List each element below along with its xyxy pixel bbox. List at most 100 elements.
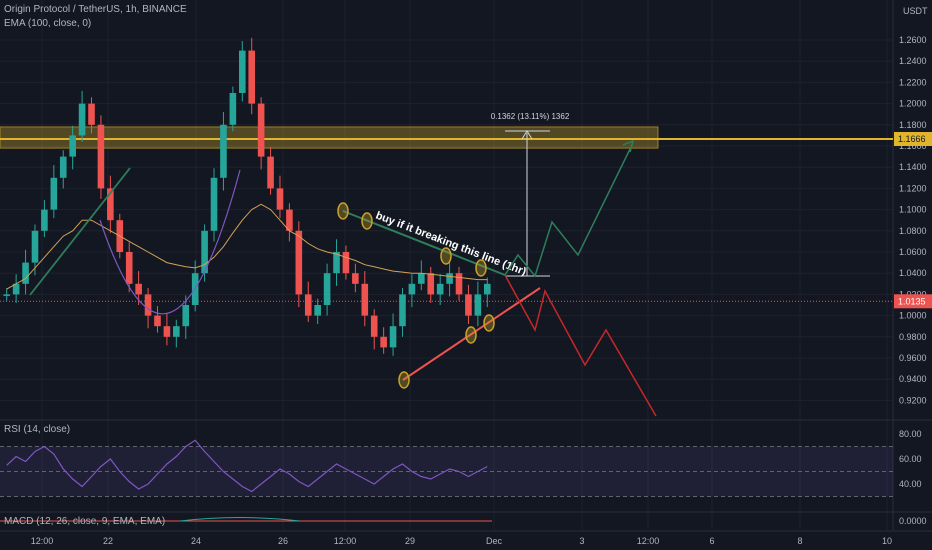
price-tick-label: 1.0400 <box>899 268 927 278</box>
candle-body <box>389 326 397 348</box>
candle-body <box>408 283 416 295</box>
candle-body <box>342 252 350 274</box>
candle-body <box>370 315 378 337</box>
candle-body <box>163 326 171 337</box>
time-tick-label: 10 <box>882 536 892 546</box>
candle-body <box>286 209 293 231</box>
rsi-indicator-label[interactable]: RSI (14, close) <box>4 424 71 435</box>
price-tick-label: 1.2000 <box>899 99 927 109</box>
pivot-marker <box>398 371 410 389</box>
candle-body <box>446 273 453 284</box>
time-tick-label: 6 <box>709 536 714 546</box>
candle-body <box>144 294 152 316</box>
ema-line <box>6 203 488 290</box>
bullish-projection <box>504 142 634 278</box>
price-tick-label: 0.9600 <box>899 353 927 363</box>
price-tick-label: 1.0800 <box>899 226 927 236</box>
candle-body <box>107 188 114 221</box>
candle-body <box>474 294 482 316</box>
candle-body <box>97 124 105 189</box>
rounding-bottom-curve <box>99 169 241 315</box>
candle-body <box>455 273 463 295</box>
candle-body <box>436 283 444 295</box>
pivot-marker <box>475 259 487 277</box>
candle-body <box>201 230 208 274</box>
measure-arrow-head <box>521 130 533 140</box>
macd-tick-label: 0.0000 <box>899 516 927 526</box>
resistance-zone <box>0 126 659 149</box>
ema-indicator-label[interactable]: EMA (100, close, 0) <box>4 18 92 29</box>
symbol-title: Origin Protocol / TetherUS, 1h, BINANCE <box>4 4 187 15</box>
price-tick-label: 1.2600 <box>899 35 927 45</box>
candle-body <box>22 262 29 284</box>
price-tick-label: 0.9200 <box>899 395 927 405</box>
candle-body <box>361 283 369 316</box>
candle-body <box>314 305 321 316</box>
time-tick-label: 12:00 <box>31 536 54 546</box>
annotation-text: buy if it breaking this line (1hr) <box>374 210 528 279</box>
candle-body <box>267 156 274 189</box>
candle-body <box>154 315 161 327</box>
descending-trendline <box>342 210 506 276</box>
last-price-badge-text: 1.0135 <box>898 296 926 306</box>
price-tick-label: 1.1400 <box>899 162 927 172</box>
time-tick-label: 12:00 <box>637 536 660 546</box>
candle-body <box>210 177 218 231</box>
time-tick-label: 22 <box>103 536 113 546</box>
bearish-projection <box>504 274 657 417</box>
price-tick-label: 1.1800 <box>899 120 927 130</box>
bullish-arrow-head <box>622 139 635 153</box>
candle-body <box>323 273 331 305</box>
currency-label: USDT <box>903 6 928 16</box>
price-tick-label: 0.9400 <box>899 374 927 384</box>
target-price-badge-text: 1.1666 <box>898 134 926 144</box>
candle-body <box>41 209 48 231</box>
candle-body <box>465 294 472 316</box>
candle-body <box>399 294 406 327</box>
rsi-line <box>6 439 488 493</box>
pivot-marker <box>361 212 373 230</box>
uptrend-line <box>29 167 131 296</box>
pivot-marker <box>465 326 477 344</box>
candle-body <box>352 273 359 284</box>
candle-body <box>78 103 86 136</box>
candle-body <box>12 283 20 295</box>
candle-body <box>248 50 256 104</box>
price-tick-label: 1.2200 <box>899 77 927 87</box>
candle-body <box>125 252 133 284</box>
price-tick-label: 1.2400 <box>899 56 927 66</box>
measure-label: 0.1362 (13.11%) 1362 <box>491 112 570 121</box>
candle-body <box>3 294 11 296</box>
time-tick-label: 12:00 <box>334 536 357 546</box>
candle-body <box>304 294 312 316</box>
pivot-marker <box>483 314 495 332</box>
candle-body <box>483 283 491 295</box>
pivot-marker <box>440 247 452 265</box>
candle-body <box>220 124 227 178</box>
ascending-support-line <box>402 287 541 381</box>
time-tick-label: 24 <box>191 536 201 546</box>
candle-body <box>31 230 39 263</box>
candle-body <box>257 103 265 157</box>
candle-body <box>333 252 340 274</box>
candle-body <box>50 177 58 210</box>
pivot-marker <box>337 202 349 220</box>
macd-indicator-label[interactable]: MACD (12, 26, close, 9, EMA, EMA) <box>4 516 166 527</box>
candle-body <box>380 336 387 348</box>
rsi-tick-label: 60.00 <box>899 454 922 464</box>
candle-body <box>59 156 67 178</box>
candle-body <box>276 188 284 210</box>
candle-body <box>295 230 303 295</box>
candle-body <box>418 273 425 284</box>
rsi-tick-label: 40.00 <box>899 479 922 489</box>
rsi-tick-label: 80.00 <box>899 429 922 439</box>
candle-body <box>229 93 237 125</box>
last-price-badge <box>894 294 932 309</box>
candle-body <box>173 326 180 337</box>
time-tick-label: 26 <box>278 536 288 546</box>
candle-body <box>135 283 142 295</box>
price-tick-label: 1.0000 <box>899 311 927 321</box>
macd-histogram <box>179 517 301 522</box>
time-tick-label: 3 <box>579 536 584 546</box>
